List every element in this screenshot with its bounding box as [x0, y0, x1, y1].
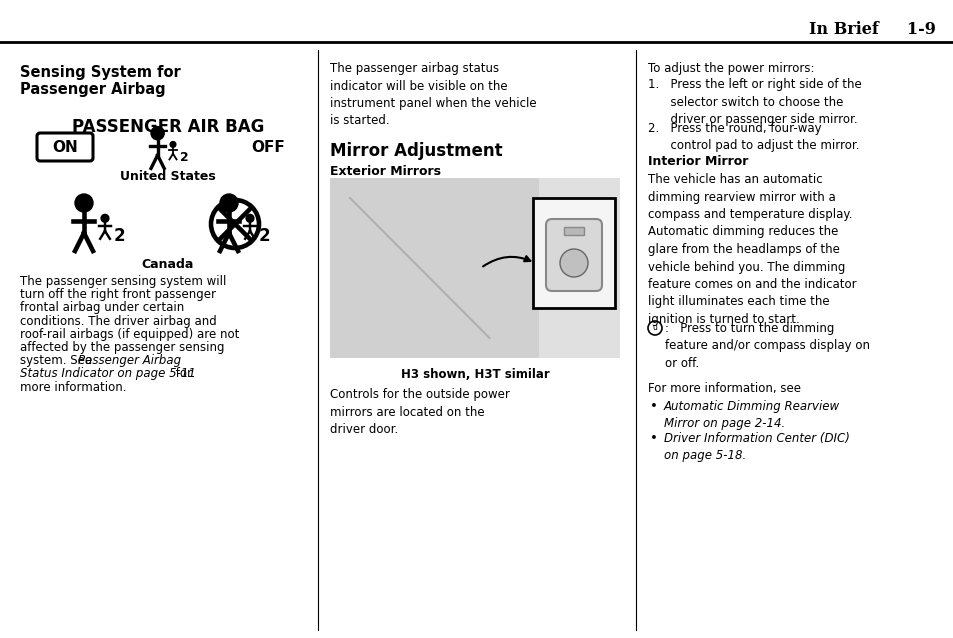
Circle shape [246, 214, 253, 222]
Text: •: • [649, 400, 658, 413]
Text: Passenger Airbag: Passenger Airbag [20, 82, 166, 97]
Text: 2: 2 [113, 227, 126, 245]
Text: :   Press to turn the dimming
feature and/or compass display on
or off.: : Press to turn the dimming feature and/… [664, 322, 869, 370]
Text: system. See: system. See [20, 354, 95, 367]
Text: Passenger Airbag: Passenger Airbag [78, 354, 181, 367]
Text: Driver Information Center (DIC)
on page 5-18.: Driver Information Center (DIC) on page … [663, 432, 849, 463]
Circle shape [101, 214, 109, 222]
Text: The passenger sensing system will: The passenger sensing system will [20, 275, 226, 288]
Text: 2: 2 [258, 227, 271, 245]
Text: Exterior Mirrors: Exterior Mirrors [330, 165, 440, 178]
FancyBboxPatch shape [37, 133, 92, 161]
Circle shape [75, 194, 92, 212]
Text: To adjust the power mirrors:: To adjust the power mirrors: [647, 62, 814, 75]
Text: The vehicle has an automatic
dimming rearview mirror with a
compass and temperat: The vehicle has an automatic dimming rea… [647, 173, 856, 326]
Text: u: u [652, 323, 657, 332]
Text: Controls for the outside power
mirrors are located on the
driver door.: Controls for the outside power mirrors a… [330, 388, 509, 436]
Bar [563, 227, 583, 235]
Text: Status Indicator on page 5-11: Status Indicator on page 5-11 [20, 367, 195, 380]
Polygon shape [330, 178, 538, 358]
Text: PASSENGER AIR BAG: PASSENGER AIR BAG [71, 118, 264, 136]
Text: In Brief     1-9: In Brief 1-9 [808, 22, 935, 38]
Text: ON: ON [52, 140, 78, 154]
Text: 2.   Press the round, four-way
      control pad to adjust the mirror.: 2. Press the round, four-way control pad… [647, 122, 859, 152]
Text: more information.: more information. [20, 381, 127, 394]
Text: The passenger airbag status
indicator will be visible on the
instrument panel wh: The passenger airbag status indicator wi… [330, 62, 536, 128]
Circle shape [220, 194, 237, 212]
Text: OFF: OFF [251, 140, 285, 154]
Circle shape [151, 126, 164, 140]
FancyBboxPatch shape [545, 219, 601, 291]
Bar [533, 198, 615, 308]
Text: Automatic Dimming Rearview
Mirror on page 2-14.: Automatic Dimming Rearview Mirror on pag… [663, 400, 840, 431]
Text: Mirror Adjustment: Mirror Adjustment [330, 142, 502, 160]
Text: Canada: Canada [142, 258, 194, 271]
Text: United States: United States [120, 170, 215, 183]
Text: For more information, see: For more information, see [647, 382, 801, 395]
Text: conditions. The driver airbag and: conditions. The driver airbag and [20, 315, 216, 327]
Text: affected by the passenger sensing: affected by the passenger sensing [20, 341, 224, 354]
Text: •: • [649, 432, 658, 445]
Text: Interior Mirror: Interior Mirror [647, 155, 747, 168]
Text: Sensing System for: Sensing System for [20, 65, 180, 80]
Text: H3 shown, H3T similar: H3 shown, H3T similar [400, 368, 549, 381]
Text: 2: 2 [179, 151, 188, 164]
Text: turn off the right front passenger: turn off the right front passenger [20, 288, 215, 301]
Circle shape [170, 142, 175, 147]
Text: 1.   Press the left or right side of the
      selector switch to choose the
   : 1. Press the left or right side of the s… [647, 78, 861, 126]
Text: for: for [172, 367, 192, 380]
Circle shape [559, 249, 587, 277]
Text: roof-rail airbags (if equipped) are not: roof-rail airbags (if equipped) are not [20, 328, 239, 341]
Bar [330, 178, 619, 358]
Text: frontal airbag under certain: frontal airbag under certain [20, 301, 184, 315]
